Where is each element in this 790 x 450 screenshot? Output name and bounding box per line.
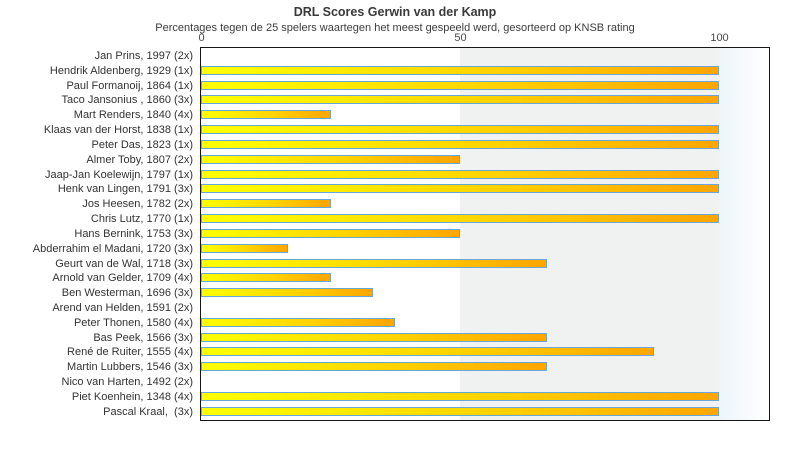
bar-row (201, 300, 769, 315)
bar (201, 154, 460, 164)
bar-row (201, 63, 769, 78)
bar-row (201, 359, 769, 374)
bar (201, 199, 331, 209)
plot-area (200, 47, 770, 421)
y-axis-label: Jos Heesen, 1782 (2x) (82, 198, 193, 211)
bar-row (201, 256, 769, 271)
bar-row (201, 389, 769, 404)
bar (201, 214, 719, 224)
bar-row (201, 167, 769, 182)
bar-row (201, 404, 769, 419)
y-axis-label: Hans Bernink, 1753 (3x) (74, 227, 193, 240)
y-axis-label: Geurt van de Wal, 1718 (3x) (55, 257, 193, 270)
bar (201, 95, 719, 105)
bar-row (201, 270, 769, 285)
bar-row (201, 241, 769, 256)
chart-subtitle: Percentages tegen de 25 spelers waartege… (155, 22, 635, 34)
bar (201, 228, 460, 238)
x-axis-tick-label: 100 (710, 32, 729, 44)
bar (201, 288, 374, 298)
bar-row (201, 196, 769, 211)
bar-row (201, 78, 769, 93)
y-axis-label: Klaas van der Horst, 1838 (1x) (43, 124, 193, 137)
y-axis-label: Abderrahim el Madani, 1720 (3x) (32, 242, 193, 255)
x-axis: 0 50 100 (0, 32, 790, 46)
bar-row (201, 137, 769, 152)
y-axis-label: René de Ruiter, 1555 (4x) (67, 346, 193, 359)
y-axis-label: Nico van Harten, 1492 (2x) (61, 376, 193, 389)
y-axis-label: Chris Lutz, 1770 (1x) (90, 213, 193, 226)
bar (201, 65, 719, 75)
bar-row (201, 181, 769, 196)
bar-row (201, 345, 769, 360)
bar (201, 332, 547, 342)
bar-row (201, 315, 769, 330)
bar (201, 273, 331, 283)
y-axis-label: Henk van Lingen, 1791 (3x) (57, 183, 193, 196)
bar (201, 391, 719, 401)
bar (201, 80, 719, 90)
y-axis-label: Peter Thonen, 1580 (4x) (73, 316, 193, 329)
y-axis-label: Jan Prins, 1997 (2x) (94, 49, 193, 62)
y-axis-label: Jaap-Jan Koelewijn, 1797 (1x) (45, 168, 193, 181)
x-axis-tick-label: 50 (454, 32, 467, 44)
y-axis-label: Bas Peek, 1566 (3x) (93, 331, 193, 344)
y-axis-label: Pascal Kraal, (3x) (103, 405, 193, 418)
y-axis-label: Ben Westerman, 1696 (3x) (61, 287, 193, 300)
bar (201, 184, 719, 194)
bar (201, 169, 719, 179)
y-axis-label: Piet Koenhein, 1348 (4x) (71, 390, 193, 403)
chart-title: DRL Scores Gerwin van der Kamp (293, 5, 497, 19)
bar-row (201, 92, 769, 107)
y-axis-label: Almer Toby, 1807 (2x) (86, 153, 193, 166)
bar-row (201, 285, 769, 300)
x-axis-tick-label: 0 (198, 32, 205, 44)
bar (201, 243, 288, 253)
y-axis-label: Paul Formanoij, 1864 (1x) (66, 79, 193, 92)
y-axis-label: Hendrik Aldenberg, 1929 (1x) (49, 64, 193, 77)
bar (201, 317, 396, 327)
bar-row (201, 226, 769, 241)
bar (201, 362, 547, 372)
bar (201, 139, 719, 149)
y-axis-labels: Jan Prins, 1997 (2x) Hendrik Aldenberg, 1… (0, 49, 193, 420)
bar-row (201, 48, 769, 63)
y-axis-label: Taco Jansonius , 1860 (3x) (61, 94, 193, 107)
y-axis-label: Martin Lubbers, 1546 (3x) (67, 361, 193, 374)
bar-row (201, 122, 769, 137)
bar-row (201, 211, 769, 226)
bar (201, 125, 719, 135)
bar (201, 347, 655, 357)
bar-row (201, 107, 769, 122)
bar-row (201, 330, 769, 345)
bar (201, 406, 719, 416)
bar-row (201, 374, 769, 389)
y-axis-label: Mart Renders, 1840 (4x) (73, 109, 193, 122)
y-axis-label: Peter Das, 1823 (1x) (91, 138, 194, 151)
bar-row (201, 152, 769, 167)
y-axis-label: Arend van Helden, 1591 (2x) (52, 301, 193, 314)
bar (201, 258, 547, 268)
bar (201, 110, 331, 120)
y-axis-label: Arnold van Gelder, 1709 (4x) (52, 272, 193, 285)
